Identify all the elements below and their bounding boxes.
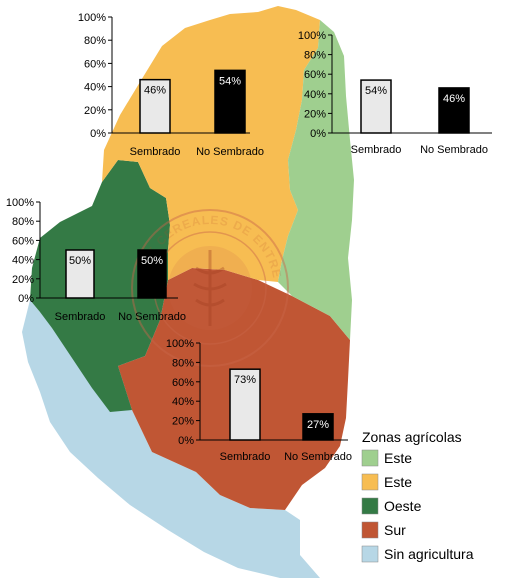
y-tick-label: 20% <box>12 274 34 286</box>
legend-label: Sur <box>384 522 406 538</box>
legend-label: Este <box>384 450 412 466</box>
data-label: 27% <box>307 419 329 431</box>
y-tick-label: 0% <box>18 293 34 305</box>
data-label: 73% <box>234 374 256 386</box>
y-tick-label: 40% <box>172 396 194 408</box>
legend-item: Este <box>361 449 412 467</box>
y-tick-label: 20% <box>304 108 326 120</box>
legend-swatch <box>361 521 379 539</box>
legend-item: Sin agricultura <box>361 545 474 563</box>
category-label: Sembrado <box>351 144 402 156</box>
y-tick-label: 80% <box>12 216 34 228</box>
y-tick-label: 60% <box>12 235 34 247</box>
legend-item: Oeste <box>361 497 422 515</box>
legend-swatch <box>361 473 379 491</box>
data-label: 50% <box>69 255 91 267</box>
category-label: No Sembrado <box>284 451 352 463</box>
legend-item: Sur <box>361 521 406 539</box>
data-label: 54% <box>219 75 241 87</box>
category-label: Sembrado <box>55 311 106 323</box>
category-label: Sembrado <box>130 146 181 158</box>
region-este-amarillo <box>102 6 320 282</box>
bar-sembrado <box>139 78 171 134</box>
data-label: 46% <box>144 85 166 97</box>
legend-label: Sin agricultura <box>384 546 474 562</box>
legend-label: Este <box>384 474 412 490</box>
y-tick-label: 80% <box>84 35 106 47</box>
bar-no-sembrado <box>214 69 246 134</box>
category-label: No Sembrado <box>118 311 186 323</box>
y-tick-label: 60% <box>84 58 106 70</box>
legend-swatch <box>361 545 379 563</box>
y-tick-label: 20% <box>172 416 194 428</box>
y-tick-label: 0% <box>178 435 194 447</box>
data-label: 46% <box>443 93 465 105</box>
bar-chart-3: 0% 20% 40% 60% 80% 100% 50% Sembrado 50% No Sembr… <box>6 197 186 323</box>
bar-sembrado <box>65 249 95 299</box>
category-label: No Sembrado <box>196 146 264 158</box>
category-label: Sembrado <box>220 451 271 463</box>
y-tick-label: 40% <box>84 82 106 94</box>
data-label: 50% <box>141 255 163 267</box>
category-label: No Sembrado <box>420 144 488 156</box>
y-tick-label: 100% <box>298 30 326 42</box>
y-tick-label: 0% <box>310 128 326 140</box>
y-tick-label: 80% <box>172 357 194 369</box>
y-tick-label: 100% <box>6 197 34 209</box>
bar-chart-4: 0% 20% 40% 60% 80% 100% 73% Sembrado 27% No Sembr… <box>166 338 352 463</box>
data-label: 54% <box>365 85 387 97</box>
bar-sembrado <box>229 368 261 441</box>
legend-swatch <box>361 449 379 467</box>
bar-no-sembrado <box>137 249 167 299</box>
y-tick-label: 100% <box>78 12 106 24</box>
legend-swatch <box>361 497 379 515</box>
legend-label: Oeste <box>384 498 422 514</box>
legend: Zonas agrícolas Este Este Oeste Sur Sin agri… <box>361 429 474 563</box>
bar-chart-1: 0% 20% 40% 60% 80% 100% 46% Sembrado 54% No Sembr… <box>78 12 264 158</box>
legend-title: Zonas agrícolas <box>362 429 462 445</box>
region-este-verde <box>278 20 354 340</box>
y-tick-label: 60% <box>304 69 326 81</box>
y-tick-label: 60% <box>172 377 194 389</box>
bar-no-sembrado <box>302 413 334 441</box>
y-tick-label: 100% <box>166 338 194 350</box>
y-tick-label: 40% <box>304 89 326 101</box>
legend-item: Este <box>361 473 412 491</box>
region-oeste <box>30 160 170 412</box>
bar-chart-2: 0% 20% 40% 60% 80% 100% 54% Sembrado 46% No Sembr… <box>298 30 492 156</box>
bar-sembrado <box>360 79 392 134</box>
y-tick-label: 20% <box>84 105 106 117</box>
y-tick-label: 40% <box>12 255 34 267</box>
y-tick-label: 80% <box>304 50 326 62</box>
bar-no-sembrado <box>438 87 470 134</box>
y-tick-label: 0% <box>90 128 106 140</box>
bar-charts: 0% 20% 40% 60% 80% 100% 46% Sembrado 54% No Sembr… <box>6 12 492 463</box>
